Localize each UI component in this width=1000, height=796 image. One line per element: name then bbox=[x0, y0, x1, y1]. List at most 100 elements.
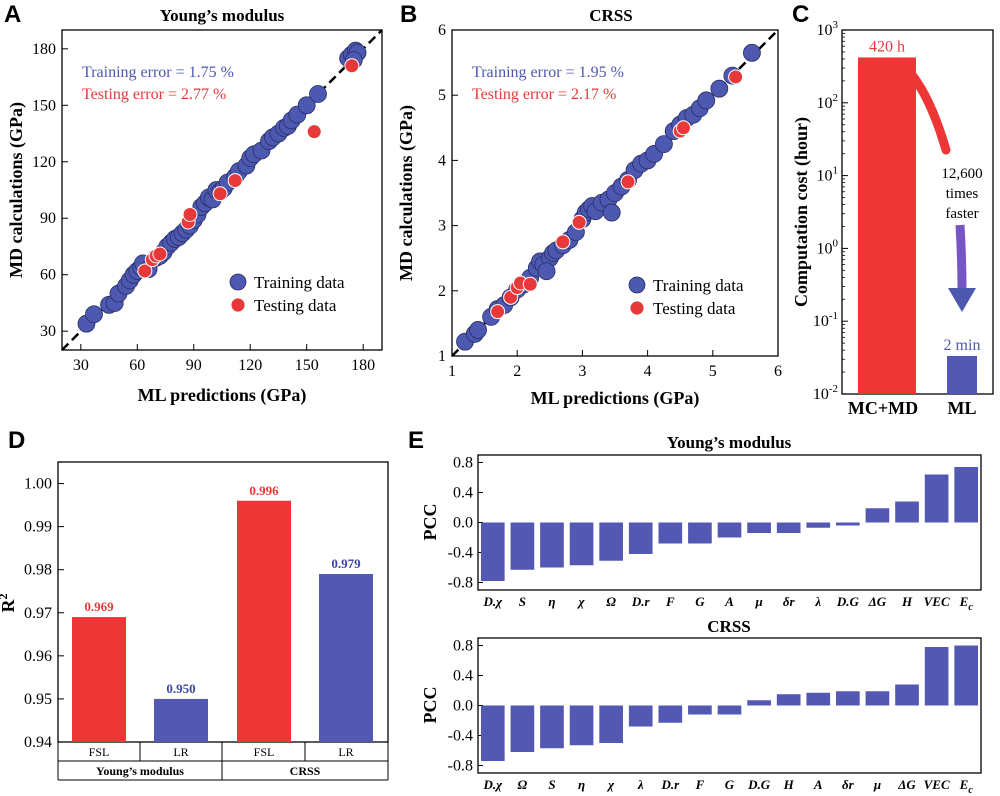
panel-c-bar-value-label: 2 min bbox=[944, 337, 981, 354]
panel-d-y-tick-label: 0.96 bbox=[24, 648, 52, 665]
panel-e1-category-label: D.χ bbox=[482, 594, 503, 609]
panel-a-testing-point bbox=[152, 246, 168, 262]
panel-e2-bar bbox=[836, 691, 860, 706]
panel-a-x-tick-label: 150 bbox=[295, 357, 319, 374]
panel-c-y-tick-label: 100 bbox=[817, 237, 839, 257]
panel-c-annotation-line1: 12,600 bbox=[941, 166, 982, 182]
panel-e2-bar bbox=[688, 705, 712, 715]
panel-b-training-point bbox=[537, 262, 556, 281]
panel-e1-bar bbox=[628, 522, 653, 554]
panel-b-y-tick-label: 6 bbox=[438, 22, 446, 39]
panel-c-bar bbox=[947, 355, 977, 394]
panel-e2-bar bbox=[480, 705, 505, 761]
panel-e2-title: CRSS bbox=[707, 617, 750, 636]
panel-d-y-tick-label: 1.00 bbox=[24, 476, 52, 493]
panel-e1-bar bbox=[540, 522, 564, 568]
panel-b-legend-testing-marker bbox=[629, 300, 645, 316]
panel-e1-bar bbox=[924, 474, 949, 523]
panel-b-legend-training: Training data bbox=[653, 276, 744, 295]
panel-d-bar-value-label: 0.969 bbox=[84, 599, 114, 614]
panel-e1-category-label: λ bbox=[814, 594, 821, 609]
panel-e2-bar bbox=[628, 705, 653, 727]
panel-label-a: A bbox=[4, 1, 21, 28]
panel-e2-category-label: D.G bbox=[747, 777, 771, 792]
panel-b-testing-point bbox=[522, 276, 538, 292]
panel-e2-bar bbox=[747, 700, 771, 706]
panel-e2-y-label: PCC bbox=[420, 687, 440, 724]
panel-c-annotation-line2: times bbox=[946, 186, 979, 202]
panel-e1-category-label: Ec bbox=[959, 594, 974, 613]
panel-a-training-point bbox=[85, 305, 103, 324]
panel-c-y-tick-label: 102 bbox=[817, 92, 839, 112]
panel-e2-category-label: H bbox=[783, 777, 795, 792]
panel-e1-bar bbox=[658, 522, 683, 544]
panel-e1-bar bbox=[599, 522, 623, 561]
panel-e1-y-label: PCC bbox=[420, 504, 440, 541]
panel-b-x-tick-label: 2 bbox=[513, 363, 521, 380]
panel-a-x-tick-label: 60 bbox=[129, 357, 145, 374]
panel-d-y-tick-label: 0.94 bbox=[24, 734, 52, 751]
panel-b-training-error: Training error = 1.95 % bbox=[472, 64, 624, 81]
panel-b-title: CRSS bbox=[589, 6, 632, 25]
panel-b-y-tick-label: 1 bbox=[438, 348, 446, 365]
panel-b-x-tick-label: 1 bbox=[448, 363, 456, 380]
panel-e1-category-label: ΔG bbox=[868, 594, 887, 609]
panel-c-bar-value-label: 420 h bbox=[869, 38, 905, 55]
panel-e2-category-label: G bbox=[725, 777, 735, 792]
panel-b-frame bbox=[451, 29, 779, 357]
panel-a-x-tick-label: 90 bbox=[186, 357, 202, 374]
panel-d-bar: 1.00 0.99 0.98 0.97 0.96 0.95 0.94 0.969 FSL 0.9… bbox=[0, 461, 389, 781]
panel-e2-y-tick-label: 0.8 bbox=[453, 638, 473, 655]
panel-e1-category-label: Ω bbox=[606, 594, 616, 609]
panel-d-y-label-r: R bbox=[0, 599, 18, 613]
panel-label-e: E bbox=[408, 427, 424, 454]
panel-e1-bar bbox=[836, 522, 860, 526]
panel-e1-category-label: H bbox=[901, 594, 913, 609]
panel-e2-bar bbox=[895, 684, 919, 706]
panel-c-y-tick-label: 10-1 bbox=[813, 310, 838, 330]
panel-a-legend-testing: Testing data bbox=[254, 296, 337, 315]
panel-a-training-point bbox=[297, 96, 316, 115]
panel-d-bar bbox=[154, 698, 208, 742]
panel-a-testing-error: Testing error = 2.77 % bbox=[82, 86, 226, 103]
panel-e1-category-label: F bbox=[665, 594, 675, 609]
panel-e1-bar bbox=[569, 522, 594, 566]
panel-a-y-tick-label: 90 bbox=[40, 210, 56, 227]
panel-d-frame bbox=[57, 461, 389, 743]
panel-c-y-tick-label: 103 bbox=[817, 19, 839, 39]
panel-a-testing-point bbox=[306, 124, 322, 140]
panel-e2-y-tick-label: -0.8 bbox=[448, 758, 473, 775]
panel-b-legend-testing: Testing data bbox=[653, 299, 736, 318]
panel-e2-category-label: F bbox=[695, 777, 705, 792]
panel-a-y-label: MD calculations (GPa) bbox=[6, 102, 27, 278]
panel-a-y-tick-label: 150 bbox=[32, 97, 56, 114]
panel-label-d: D bbox=[8, 427, 25, 454]
panel-e2-category-label: S bbox=[548, 777, 555, 792]
panel-e1-bar bbox=[747, 522, 771, 533]
panel-b-x-tick-label: 5 bbox=[709, 363, 717, 380]
panel-e1-title: Young’s modulus bbox=[667, 433, 792, 452]
panel-e1-category-label: S bbox=[519, 594, 526, 609]
panel-e1-bar bbox=[776, 522, 801, 533]
panel-e1-category-label: G bbox=[695, 594, 705, 609]
panel-e2-category-label: A bbox=[813, 777, 823, 792]
panel-d-bar-value-label: 0.950 bbox=[166, 681, 195, 696]
panel-e1-category-label: A bbox=[724, 594, 734, 609]
panel-b-testing-point bbox=[675, 120, 691, 136]
panel-e1-y-tick-label: -0.8 bbox=[448, 575, 473, 592]
panel-c-bar: 10-2 10-1 100 101 102 103 420 h MC+MD 2 min ML 1… bbox=[791, 19, 994, 418]
panel-b-y-label: MD calculations (GPa) bbox=[396, 105, 417, 281]
panel-c-frame bbox=[841, 29, 994, 395]
panel-e1-bar bbox=[895, 501, 919, 523]
panel-a-y-tick-label: 60 bbox=[40, 267, 56, 284]
panel-d-y-tick-label: 0.98 bbox=[24, 562, 52, 579]
panel-e1-bar bbox=[480, 522, 505, 581]
panel-e1-category-label: D.G bbox=[836, 594, 860, 609]
panel-e2-y-tick-label: -0.4 bbox=[448, 728, 473, 745]
panel-a-y-tick-label: 180 bbox=[32, 41, 56, 58]
panel-a-testing-point bbox=[344, 58, 360, 74]
panel-e2-bar bbox=[569, 705, 594, 746]
